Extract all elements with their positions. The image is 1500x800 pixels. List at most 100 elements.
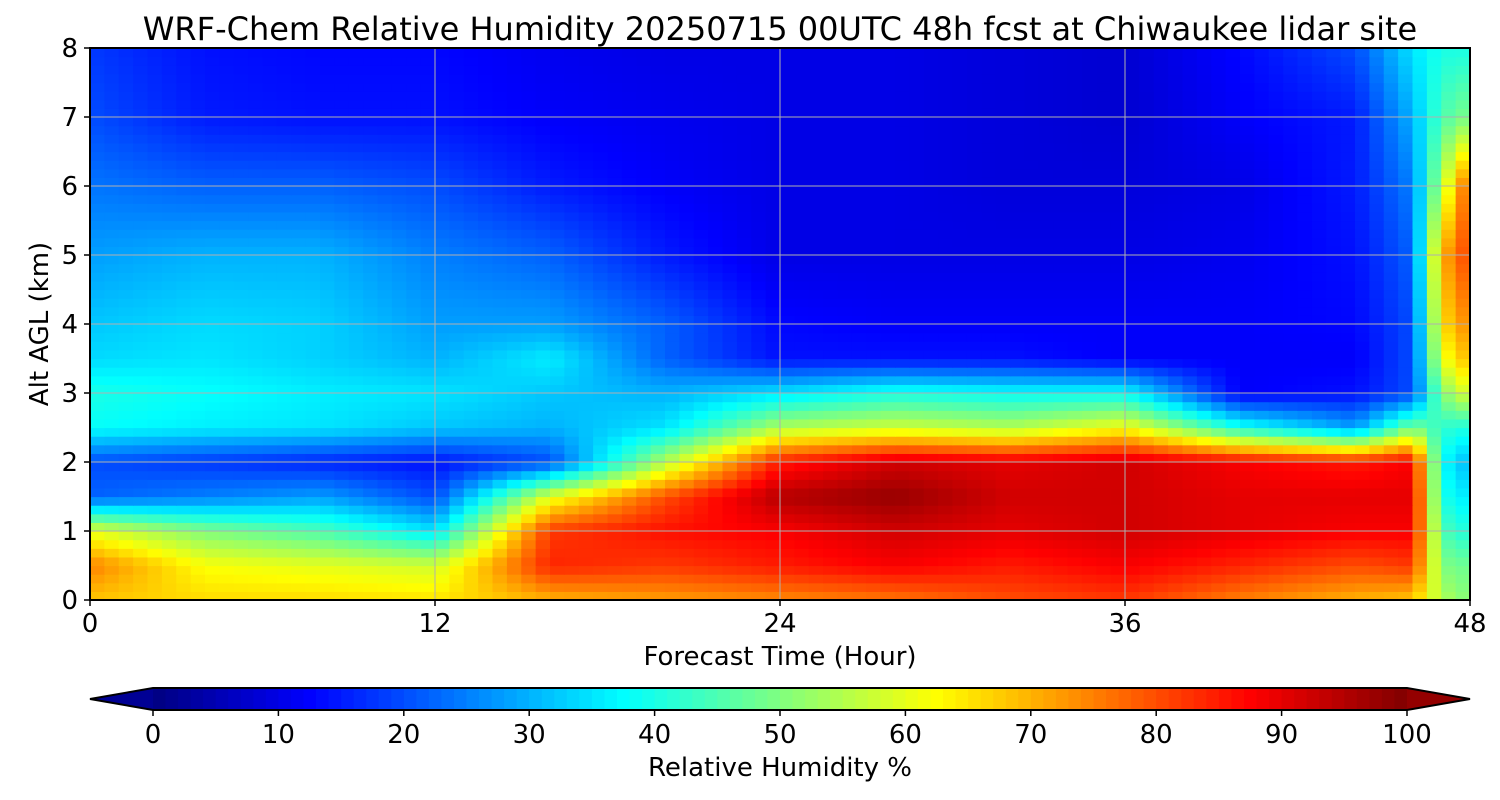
- heatmap-cell: [794, 272, 810, 282]
- heatmap-cell: [1340, 591, 1356, 601]
- heatmap-cell: [564, 384, 580, 394]
- heatmap-cell: [1355, 306, 1370, 316]
- heatmap-cell: [1412, 298, 1428, 308]
- heatmap-cell: [190, 246, 206, 256]
- heatmap-cell: [880, 298, 896, 308]
- heatmap-cell: [1225, 220, 1241, 230]
- heatmap-cell: [334, 237, 350, 247]
- heatmap-cell: [506, 280, 522, 291]
- heatmap-cell: [1369, 349, 1385, 360]
- heatmap-cell: [1225, 513, 1241, 523]
- heatmap-cell: [1398, 496, 1414, 506]
- heatmap-cell: [463, 358, 479, 368]
- heatmap-cell: [521, 272, 537, 282]
- heatmap-cell: [1426, 556, 1442, 567]
- heatmap-cell: [780, 151, 795, 161]
- heatmap-cell: [478, 272, 494, 282]
- heatmap-cell: [276, 220, 292, 230]
- heatmap-cell: [1024, 349, 1040, 360]
- heatmap-cell: [104, 522, 120, 532]
- heatmap-cell: [621, 341, 637, 351]
- heatmap-cell: [1096, 151, 1112, 161]
- heatmap-cell: [1139, 332, 1155, 342]
- heatmap-cell: [1283, 151, 1299, 161]
- heatmap-cell: [1240, 306, 1255, 316]
- heatmap-cell: [578, 272, 594, 282]
- heatmap-cell: [938, 298, 954, 308]
- heatmap-cell: [1182, 444, 1198, 454]
- heatmap-cell: [1398, 479, 1414, 489]
- heatmap-cell: [262, 505, 278, 515]
- heatmap-cell: [104, 453, 120, 463]
- heatmap-cell: [478, 531, 494, 541]
- heatmap-cell: [866, 531, 882, 541]
- heatmap-cell: [1254, 470, 1270, 480]
- heatmap-cell: [535, 272, 551, 282]
- heatmap-cell: [593, 220, 609, 230]
- heatmap-cell: [133, 393, 149, 403]
- heatmap-cell: [133, 220, 149, 230]
- heatmap-cell: [291, 255, 307, 265]
- heatmap-cell: [363, 565, 379, 575]
- heatmap-cell: [1426, 358, 1442, 368]
- heatmap-cell: [435, 263, 450, 273]
- heatmap-cell: [650, 591, 666, 601]
- heatmap-cell: [650, 444, 666, 454]
- heatmap-cell: [1426, 513, 1442, 523]
- heatmap-cell: [765, 229, 781, 239]
- heatmap-cell: [1268, 298, 1284, 308]
- heatmap-cell: [391, 246, 407, 256]
- heatmap-cell: [1225, 237, 1241, 247]
- heatmap-cell: [665, 479, 680, 489]
- heatmap-cell: [161, 194, 177, 204]
- heatmap-cell: [1412, 168, 1428, 178]
- heatmap-cell: [521, 160, 537, 170]
- heatmap-cell: [1412, 349, 1428, 360]
- heatmap-cell: [205, 531, 220, 541]
- heatmap-cell: [276, 332, 292, 342]
- heatmap-cell: [665, 574, 680, 584]
- heatmap-cell: [593, 272, 609, 282]
- heatmap-cell: [564, 358, 580, 368]
- heatmap-cell: [1383, 401, 1399, 411]
- heatmap-cell: [406, 582, 422, 592]
- heatmap-cell: [923, 349, 939, 360]
- heatmap-cell: [1182, 393, 1198, 403]
- heatmap-cell: [348, 358, 364, 368]
- heatmap-cell: [305, 332, 321, 342]
- heatmap-cell: [938, 306, 954, 316]
- heatmap-cell: [1355, 582, 1370, 592]
- heatmap-cell: [1283, 427, 1299, 437]
- heatmap-cell: [205, 513, 220, 523]
- heatmap-cell: [535, 513, 551, 523]
- heatmap-cell: [1081, 470, 1097, 480]
- heatmap-cell: [722, 522, 738, 532]
- heatmap-cell: [1211, 237, 1227, 247]
- heatmap-cell: [1067, 548, 1083, 558]
- heatmap-cell: [1369, 418, 1385, 429]
- heatmap-cell: [1196, 375, 1212, 385]
- heatmap-cell: [1455, 272, 1471, 282]
- heatmap-cell: [478, 496, 494, 506]
- heatmap-cell: [1211, 591, 1227, 601]
- heatmap-cell: [1225, 574, 1241, 584]
- heatmap-cell: [1067, 582, 1083, 592]
- heatmap-cell: [550, 186, 565, 196]
- heatmap-cell: [794, 306, 810, 316]
- heatmap-cell: [1038, 367, 1054, 377]
- heatmap-cell: [219, 263, 235, 273]
- heatmap-cell: [1038, 168, 1054, 178]
- heatmap-cell: [406, 384, 422, 394]
- heatmap-cell: [1096, 272, 1112, 282]
- heatmap-cell: [334, 315, 350, 325]
- heatmap-cell: [1110, 436, 1126, 446]
- heatmap-cell: [118, 367, 134, 377]
- heatmap-cell: [1038, 324, 1054, 334]
- heatmap-cell: [291, 246, 307, 256]
- heatmap-cell: [463, 470, 479, 480]
- heatmap-cell: [794, 505, 810, 515]
- heatmap-cell: [909, 539, 925, 549]
- heatmap-cell: [938, 177, 954, 187]
- heatmap-cell: [808, 168, 824, 178]
- heatmap-cell: [1182, 151, 1198, 161]
